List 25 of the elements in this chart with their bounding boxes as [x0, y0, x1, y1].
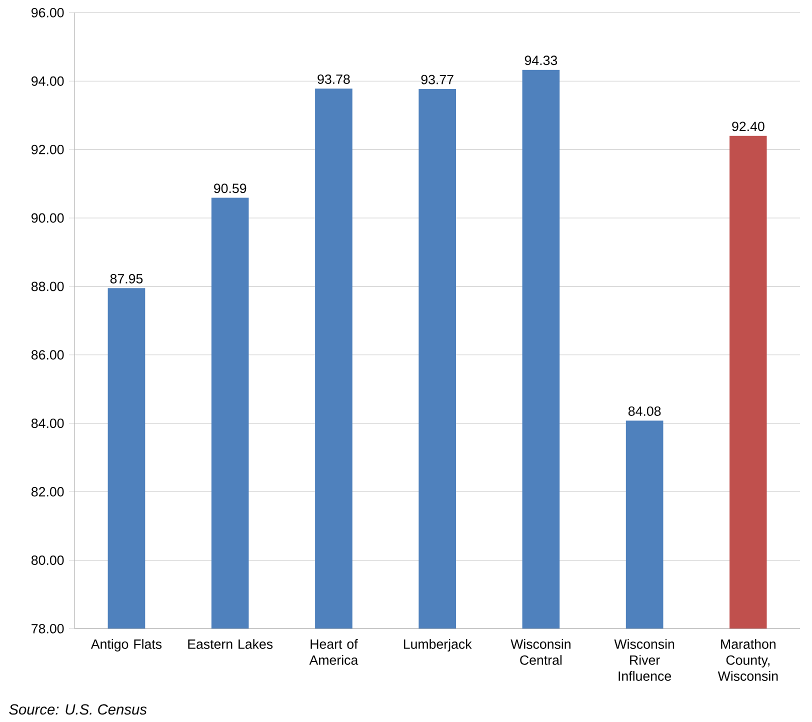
y-tick-label: 82.00 [31, 487, 64, 496]
x-tick-label: Marathon County, Wisconsin [718, 639, 778, 681]
source-note: Source: U.S. Census [9, 704, 147, 715]
y-tick-label: 84.00 [31, 418, 64, 428]
x-tick-label: Antigo Flats [90, 639, 162, 652]
y-tick-label: 88.00 [31, 282, 64, 292]
x-tick-label: Heart of America [309, 639, 358, 665]
x-tick-label: Wisconsin River Influence [614, 639, 674, 681]
y-tick-label: 92.00 [32, 144, 64, 154]
data-label: 94.33 [524, 56, 558, 66]
y-tick-label: 94.00 [32, 76, 64, 86]
x-tick-label: Wisconsin Central [510, 639, 570, 665]
y-tick-label: 96.00 [32, 8, 64, 18]
y-tick-label: 90.00 [32, 213, 64, 223]
data-label: 93.78 [318, 74, 350, 84]
x-tick-label: Eastern Lakes [188, 639, 273, 649]
data-label: 90.59 [214, 184, 246, 194]
y-tick-label: 80.00 [31, 556, 64, 565]
y-tick-label: 78.00 [32, 624, 64, 634]
x-tick-label: Lumberjack [404, 639, 472, 652]
y-tick-label: 86.00 [31, 350, 64, 360]
data-label: 84.08 [628, 406, 661, 416]
data-label: 93.77 [421, 74, 454, 84]
data-label: 87.95 [110, 274, 143, 284]
data-label: 92.40 [732, 122, 764, 132]
